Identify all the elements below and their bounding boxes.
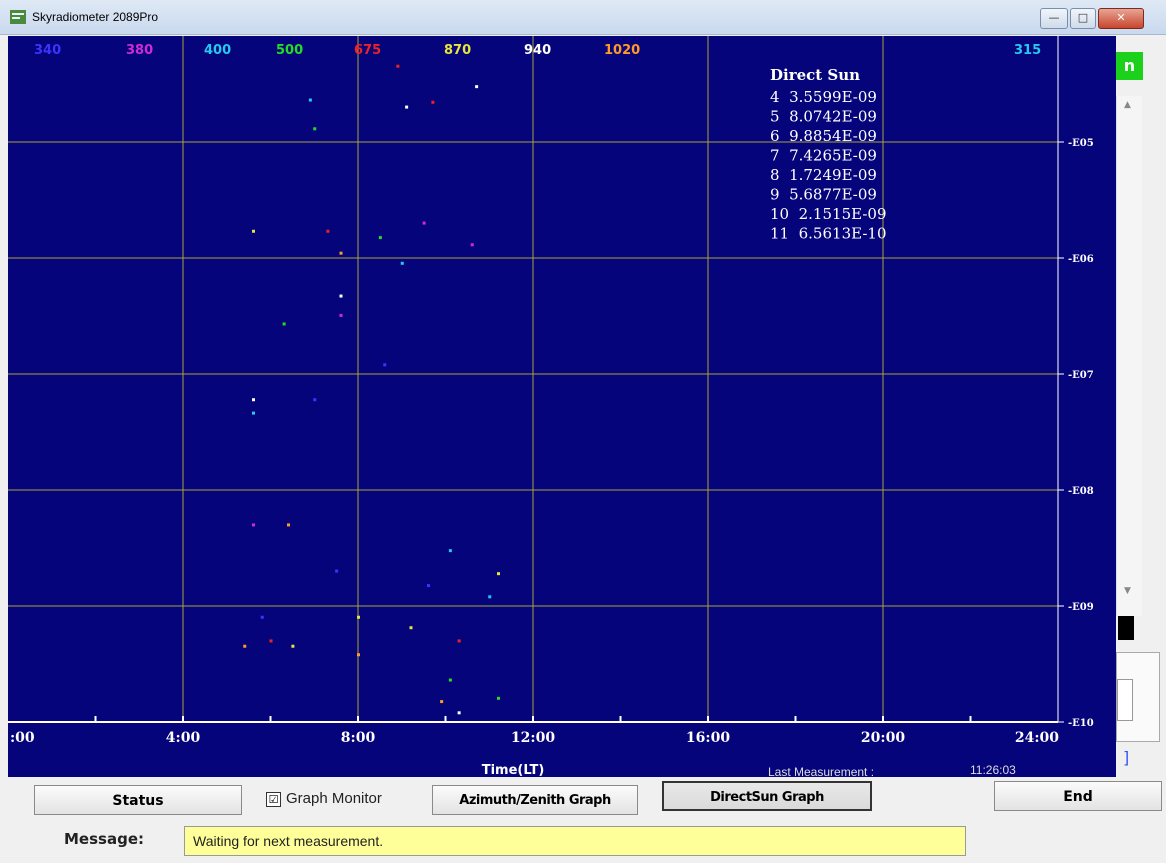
data-point-940 xyxy=(252,398,255,402)
direct-sun-title: Direct Sun xyxy=(770,66,860,84)
data-point-675 xyxy=(431,100,435,104)
wavelength-label-675: 675 xyxy=(354,43,381,58)
data-point-500 xyxy=(313,127,317,131)
wavelength-label-870: 870 xyxy=(444,43,471,58)
direct-sun-chart: -E05 -E06 -E07 -E08 -E09 -E10 :00 4:00 8:00 12:00… xyxy=(8,36,1094,777)
data-point-675 xyxy=(396,64,400,68)
last-measurement-label: Last Measurement : xyxy=(768,765,874,777)
message-label: Message: xyxy=(64,830,144,848)
data-point-675 xyxy=(326,229,330,233)
green-status-tab[interactable]: n xyxy=(1116,52,1143,80)
data-point-380 xyxy=(339,313,343,317)
data-point-400 xyxy=(252,411,255,415)
data-point-340 xyxy=(383,363,387,367)
x-tick-label: :00 xyxy=(10,730,35,746)
close-button[interactable]: ✕ xyxy=(1098,8,1144,29)
data-point-1020 xyxy=(440,700,444,704)
data-point-675 xyxy=(457,639,461,643)
data-point-340 xyxy=(260,615,264,619)
app-icon xyxy=(10,10,26,24)
maximize-button[interactable]: □ xyxy=(1070,8,1096,29)
data-point-870 xyxy=(409,626,413,630)
data-point-1020 xyxy=(287,523,290,527)
y-tick-label: -E07 xyxy=(1068,370,1094,381)
data-point-340 xyxy=(335,569,339,573)
data-point-1020 xyxy=(357,653,360,657)
data-point-675 xyxy=(269,639,273,643)
scroll-up-icon[interactable]: ▲ xyxy=(1124,100,1131,110)
data-point-870 xyxy=(291,644,295,648)
data-point-340 xyxy=(427,584,430,588)
data-point-400 xyxy=(308,98,312,102)
x-tick-label: 4:00 xyxy=(166,730,201,746)
data-point-380 xyxy=(470,243,474,247)
data-point-940 xyxy=(457,711,461,715)
end-button[interactable]: End xyxy=(994,781,1162,811)
data-point-400 xyxy=(400,261,404,265)
wavelength-label-340: 340 xyxy=(34,43,61,58)
direct-sun-row: 6 9.8854E-09 xyxy=(770,127,877,145)
minimize-button[interactable]: — xyxy=(1040,8,1068,29)
data-point-940 xyxy=(339,294,343,298)
right-side-panel: n ▲ ▼ ] xyxy=(1116,36,1166,777)
data-point-500 xyxy=(378,236,382,240)
x-tick-label: 12:00 xyxy=(511,730,555,746)
side-group-box xyxy=(1116,652,1160,742)
vertical-scrollbar[interactable]: ▲ ▼ xyxy=(1116,96,1142,616)
data-point-870 xyxy=(252,229,255,233)
data-point-940 xyxy=(475,85,479,89)
direct-sun-row: 10 2.1515E-09 xyxy=(770,205,887,223)
graph-monitor-checkbox[interactable]: ☑ xyxy=(266,792,281,807)
direct-sun-row: 7 7.4265E-09 xyxy=(770,147,877,165)
wavelength-label-380: 380 xyxy=(126,43,153,58)
data-point-380 xyxy=(422,221,426,225)
title-bar: Skyradiometer 2089Pro — □ ✕ xyxy=(0,0,1166,35)
data-point-500 xyxy=(282,322,286,326)
data-point-870 xyxy=(357,615,360,619)
last-measurement-time: 11:26:03 xyxy=(970,763,1016,777)
data-point-940 xyxy=(405,105,409,109)
wavelength-label-1020: 1020 xyxy=(604,43,640,58)
x-tick-label: 16:00 xyxy=(686,730,730,746)
data-point-340 xyxy=(313,398,317,402)
x-axis-title: Time(LT) xyxy=(482,763,545,777)
wavelength-label-315: 315 xyxy=(1014,43,1041,58)
x-tick-label: 24:00 xyxy=(1015,730,1059,746)
wavelength-label-400: 400 xyxy=(204,43,231,58)
x-tick-label: 8:00 xyxy=(341,730,376,746)
data-point-870 xyxy=(497,572,500,576)
graph-panel: -E05 -E06 -E07 -E08 -E09 -E10 :00 4:00 8:00 12:00… xyxy=(8,36,1116,777)
indicator-box xyxy=(1118,616,1134,640)
message-field: Waiting for next measurement. xyxy=(184,826,966,856)
direct-sun-row: 11 6.5613E-10 xyxy=(770,225,887,243)
data-point-400 xyxy=(448,549,452,553)
y-tick-label: -E10 xyxy=(1068,718,1094,729)
direct-sun-row: 4 3.5599E-09 xyxy=(770,88,877,106)
data-point-380 xyxy=(252,523,255,527)
y-tick-label: -E05 xyxy=(1068,138,1094,149)
side-bracket: ] xyxy=(1123,748,1130,767)
window-title: Skyradiometer 2089Pro xyxy=(32,10,159,24)
graph-monitor-label: Graph Monitor xyxy=(286,790,382,807)
y-tick-label: -E09 xyxy=(1068,602,1094,613)
azimuth-zenith-graph-button[interactable]: Azimuth/Zenith Graph xyxy=(432,785,638,815)
wavelength-label-500: 500 xyxy=(276,43,303,58)
data-point-400 xyxy=(488,595,492,599)
directsun-graph-button[interactable]: DirectSun Graph xyxy=(662,781,872,811)
scroll-down-icon[interactable]: ▼ xyxy=(1124,586,1131,596)
data-point-500 xyxy=(448,678,452,682)
direct-sun-row: 9 5.6877E-09 xyxy=(770,186,877,204)
y-tick-label: -E08 xyxy=(1068,486,1094,497)
data-point-500 xyxy=(497,696,500,700)
direct-sun-row: 8 1.7249E-09 xyxy=(770,166,877,184)
y-tick-label: -E06 xyxy=(1068,254,1094,265)
side-field[interactable] xyxy=(1117,679,1133,721)
data-point-1020 xyxy=(243,644,247,648)
direct-sun-row: 5 8.0742E-09 xyxy=(770,108,877,126)
wavelength-label-940: 940 xyxy=(524,43,551,58)
x-tick-label: 20:00 xyxy=(861,730,905,746)
data-point-1020 xyxy=(339,251,343,255)
status-button[interactable]: Status xyxy=(34,785,242,815)
